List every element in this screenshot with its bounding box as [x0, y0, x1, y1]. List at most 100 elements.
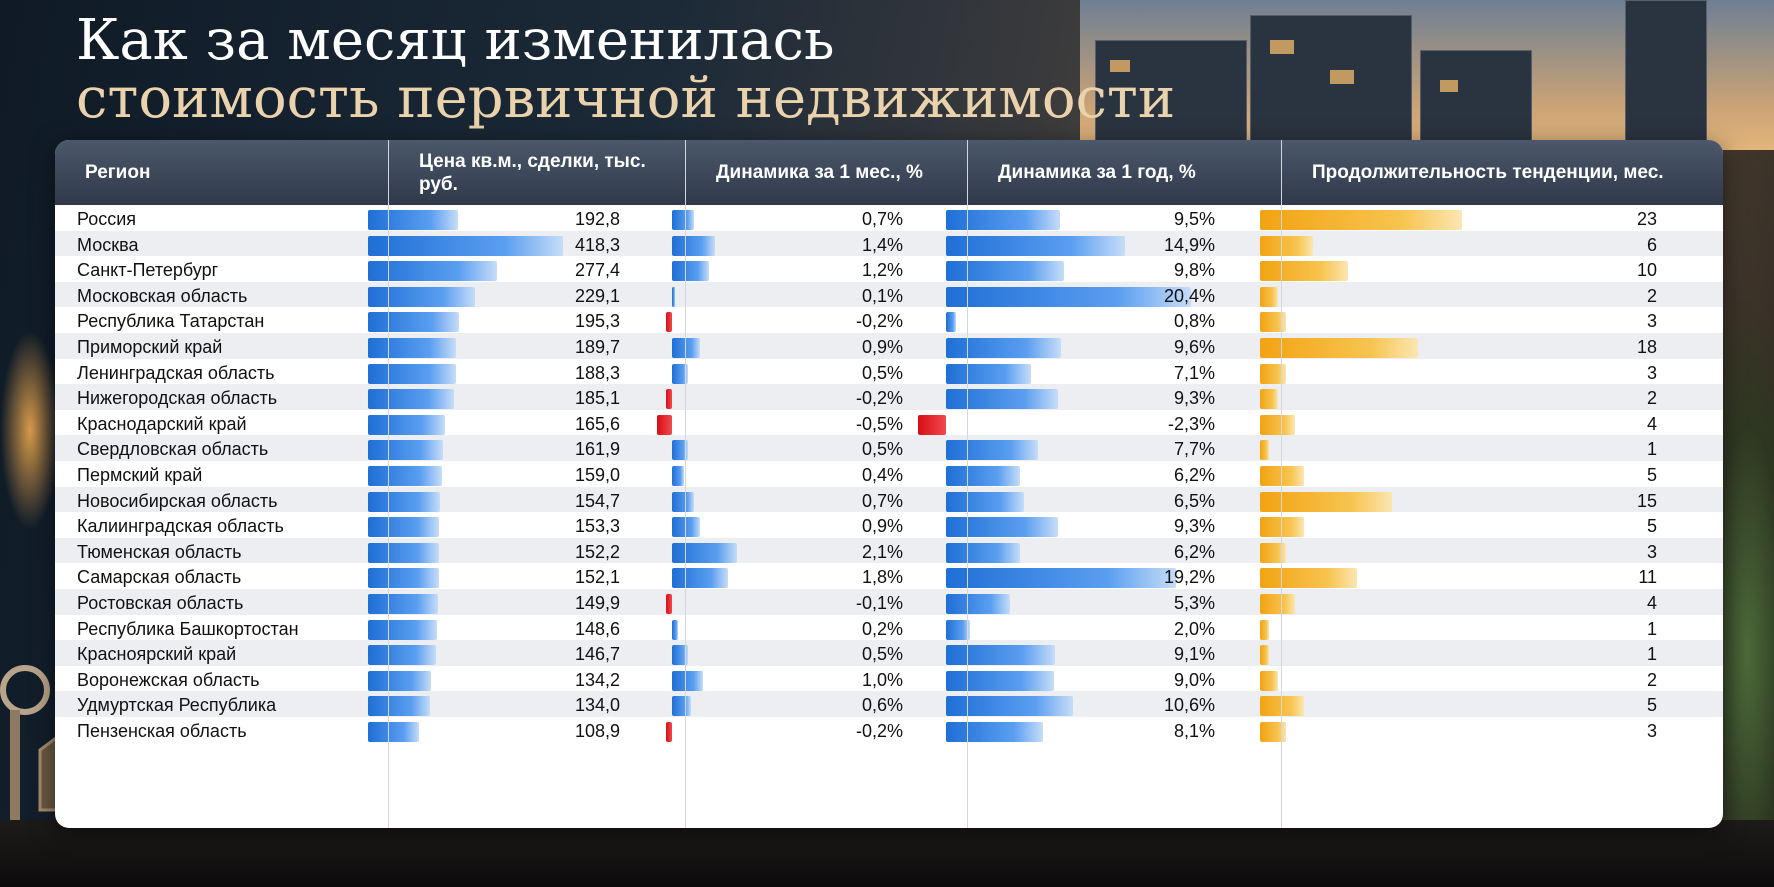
region-name: Самарская область — [77, 567, 242, 588]
price-bar — [368, 542, 439, 563]
price-bar — [368, 389, 455, 410]
duration-value: 1 — [1646, 618, 1657, 639]
price-value: 146,7 — [574, 644, 620, 665]
region-name: Московская область — [77, 285, 248, 306]
year-change-bar — [946, 338, 1062, 358]
background-building — [1420, 50, 1532, 152]
duration-value: 3 — [1646, 362, 1657, 383]
price-value: 185,1 — [574, 388, 620, 409]
duration-value: 23 — [1636, 209, 1657, 229]
year-change-value: 5,3% — [1173, 593, 1215, 613]
column-divider — [967, 140, 968, 828]
year-change-value: 9,6% — [1173, 337, 1215, 357]
price-bar — [368, 286, 475, 307]
price-bar — [368, 312, 460, 333]
price-value: 161,9 — [574, 439, 620, 460]
month-change-bar — [672, 440, 688, 461]
duration-bar — [1260, 235, 1313, 256]
data-table: Регион Цена кв.м., сделки, тыс. руб. Дин… — [55, 140, 1723, 828]
year-change-bar — [946, 542, 1021, 563]
header-region: Регион — [85, 162, 151, 183]
year-change-bar — [946, 594, 1010, 614]
year-change-bar — [946, 286, 1191, 307]
year-change-value: 0,8% — [1173, 311, 1215, 332]
duration-bar — [1260, 440, 1269, 461]
month-change-value: 2,1% — [861, 541, 903, 562]
region-name: Москва — [77, 234, 139, 255]
month-change-value: 0,4% — [861, 465, 903, 485]
month-change-bar — [672, 696, 691, 717]
duration-bar — [1260, 696, 1304, 717]
region-name: Пензенская область — [77, 721, 247, 741]
month-change-bar — [666, 594, 672, 614]
month-change-value: 0,6% — [861, 695, 903, 716]
region-name: Красноярский край — [77, 644, 237, 665]
region-name: Республика Башкортостан — [77, 618, 299, 639]
header-year: Динамика за 1 год, % — [967, 140, 1281, 205]
duration-bar — [1260, 389, 1278, 410]
region-name: Ростовская область — [77, 593, 244, 613]
month-change-value: 0,5% — [861, 439, 903, 460]
price-value: 188,3 — [574, 362, 620, 383]
region-name: Ленинградская область — [77, 362, 275, 383]
price-value: 152,1 — [574, 567, 620, 588]
price-value: 152,2 — [574, 541, 620, 562]
header-price: Цена кв.м., сделки, тыс. руб. — [388, 140, 685, 205]
month-change-value: 1,8% — [861, 567, 903, 588]
duration-bar — [1260, 619, 1269, 640]
year-change-bar — [918, 414, 946, 435]
duration-bar — [1260, 542, 1287, 563]
year-change-bar — [946, 517, 1058, 538]
month-change-value: 0,7% — [861, 209, 903, 229]
month-change-value: 0,1% — [861, 285, 903, 306]
duration-bar — [1260, 363, 1287, 384]
year-change-value: 9,5% — [1173, 209, 1215, 229]
price-value: 108,9 — [574, 721, 620, 741]
duration-bar — [1260, 645, 1269, 666]
month-change-bar — [672, 210, 694, 230]
year-change-value: 2,0% — [1173, 618, 1215, 639]
year-change-bar — [946, 696, 1074, 717]
year-change-bar — [946, 363, 1032, 384]
region-name: Пермский край — [77, 465, 203, 485]
background-lamp — [0, 330, 60, 530]
price-bar — [368, 466, 443, 486]
duration-value: 3 — [1646, 311, 1657, 332]
month-change-bar — [672, 235, 716, 256]
price-bar — [368, 696, 431, 717]
month-change-bar — [672, 286, 676, 307]
duration-value: 3 — [1646, 541, 1657, 562]
price-value: 134,2 — [574, 669, 620, 690]
month-change-value: 0,9% — [861, 516, 903, 537]
year-change-value: 9,3% — [1173, 388, 1215, 409]
year-change-bar — [946, 312, 956, 333]
duration-value: 15 — [1636, 490, 1657, 511]
year-change-bar — [946, 389, 1058, 410]
month-change-bar — [672, 261, 710, 282]
year-change-value: 9,3% — [1173, 516, 1215, 537]
month-change-value: -0,5% — [855, 413, 903, 434]
price-bar — [368, 210, 458, 230]
year-change-bar — [946, 670, 1054, 691]
month-change-bar — [672, 542, 738, 563]
duration-bar — [1260, 210, 1463, 230]
region-name: Россия — [77, 209, 137, 229]
background-building — [1625, 0, 1707, 152]
region-name: Удмуртская Республика — [77, 695, 277, 716]
price-bar — [368, 414, 446, 435]
price-bar — [368, 517, 440, 538]
duration-value: 4 — [1646, 593, 1657, 613]
column-divider — [685, 140, 686, 828]
duration-bar — [1260, 568, 1357, 589]
year-change-value: 14,9% — [1163, 234, 1215, 255]
table-header: Регион Цена кв.м., сделки, тыс. руб. Дин… — [55, 140, 1723, 205]
month-change-bar — [665, 312, 672, 333]
month-change-bar — [665, 722, 672, 742]
table-row: Ростовская область 149,9 -0,1% 5,3% 4 — [55, 589, 1723, 615]
price-bar — [368, 670, 431, 691]
duration-value: 6 — [1646, 234, 1657, 255]
price-value: 418,3 — [574, 234, 620, 255]
price-value: 154,7 — [574, 490, 620, 511]
duration-value: 1 — [1646, 439, 1657, 460]
year-change-value: 6,2% — [1173, 465, 1215, 485]
